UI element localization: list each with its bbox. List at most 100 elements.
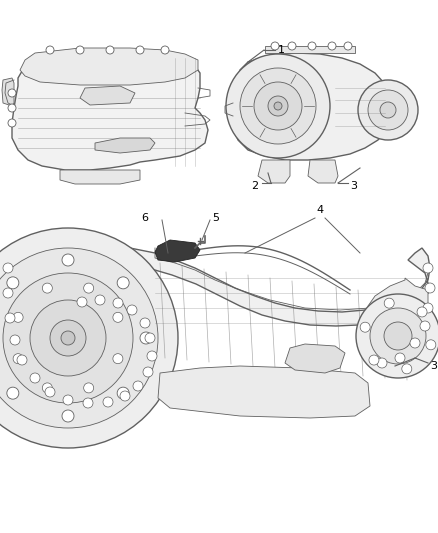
Circle shape [46, 46, 54, 54]
Circle shape [50, 320, 86, 356]
Circle shape [3, 273, 133, 403]
Circle shape [423, 303, 433, 313]
Circle shape [3, 288, 13, 298]
Polygon shape [20, 48, 198, 85]
Text: 3: 3 [350, 181, 357, 191]
Circle shape [240, 68, 316, 144]
Circle shape [360, 322, 370, 332]
Polygon shape [2, 78, 14, 106]
Circle shape [8, 89, 16, 97]
Polygon shape [8, 244, 430, 326]
Circle shape [143, 367, 153, 377]
Circle shape [344, 42, 352, 50]
Circle shape [5, 313, 15, 323]
Circle shape [136, 46, 144, 54]
Polygon shape [232, 53, 392, 160]
Circle shape [30, 373, 40, 383]
Circle shape [17, 355, 27, 365]
Polygon shape [258, 160, 290, 183]
Polygon shape [285, 344, 345, 373]
Circle shape [133, 381, 143, 391]
Circle shape [63, 395, 73, 405]
Circle shape [368, 90, 408, 130]
Circle shape [268, 96, 288, 116]
Circle shape [356, 294, 438, 378]
Polygon shape [95, 138, 155, 153]
Circle shape [62, 410, 74, 422]
Polygon shape [158, 366, 370, 418]
Circle shape [113, 312, 123, 322]
Circle shape [358, 80, 418, 140]
Circle shape [288, 42, 296, 50]
Text: 2: 2 [251, 181, 258, 191]
Circle shape [103, 397, 113, 407]
Circle shape [377, 358, 387, 368]
Circle shape [83, 398, 93, 408]
Circle shape [106, 46, 114, 54]
Circle shape [61, 331, 75, 345]
Text: 4: 4 [316, 205, 324, 215]
Circle shape [410, 338, 420, 348]
Circle shape [384, 298, 394, 308]
Circle shape [384, 322, 412, 350]
Circle shape [328, 42, 336, 50]
Circle shape [13, 312, 23, 322]
Circle shape [402, 364, 412, 374]
Circle shape [271, 42, 279, 50]
Circle shape [423, 263, 433, 273]
Circle shape [140, 332, 152, 344]
Circle shape [370, 308, 426, 364]
Text: 3: 3 [430, 361, 437, 371]
Circle shape [274, 102, 282, 110]
Circle shape [308, 42, 316, 50]
Circle shape [8, 104, 16, 112]
Circle shape [145, 333, 155, 343]
Circle shape [117, 387, 129, 399]
Circle shape [8, 119, 16, 127]
Circle shape [0, 248, 158, 428]
Circle shape [420, 321, 430, 331]
Circle shape [117, 277, 129, 289]
Circle shape [369, 355, 379, 365]
Circle shape [147, 351, 157, 361]
Polygon shape [308, 160, 338, 183]
Text: 1: 1 [278, 45, 285, 55]
Polygon shape [12, 53, 208, 170]
Circle shape [7, 387, 19, 399]
Circle shape [120, 391, 130, 401]
Polygon shape [60, 170, 140, 184]
Circle shape [113, 298, 123, 308]
Text: 6: 6 [141, 213, 148, 223]
Circle shape [42, 383, 52, 393]
Circle shape [380, 102, 396, 118]
Polygon shape [368, 278, 428, 334]
Circle shape [226, 54, 330, 158]
Circle shape [140, 318, 150, 328]
Polygon shape [265, 46, 355, 53]
Circle shape [77, 297, 87, 307]
Circle shape [62, 254, 74, 266]
Circle shape [42, 283, 52, 293]
Circle shape [95, 295, 105, 305]
Circle shape [7, 277, 19, 289]
Circle shape [84, 283, 94, 293]
Circle shape [127, 305, 137, 315]
Circle shape [84, 383, 94, 393]
Circle shape [10, 335, 20, 345]
Circle shape [113, 354, 123, 364]
Polygon shape [155, 240, 200, 262]
Circle shape [254, 82, 302, 130]
Circle shape [0, 228, 178, 448]
Circle shape [13, 354, 23, 364]
Circle shape [426, 340, 436, 350]
Circle shape [3, 263, 13, 273]
Circle shape [76, 46, 84, 54]
Circle shape [425, 283, 435, 293]
Text: 5: 5 [212, 213, 219, 223]
Circle shape [30, 300, 106, 376]
Polygon shape [80, 86, 135, 105]
Circle shape [395, 353, 405, 363]
Circle shape [417, 307, 427, 317]
Circle shape [45, 387, 55, 397]
Circle shape [161, 46, 169, 54]
